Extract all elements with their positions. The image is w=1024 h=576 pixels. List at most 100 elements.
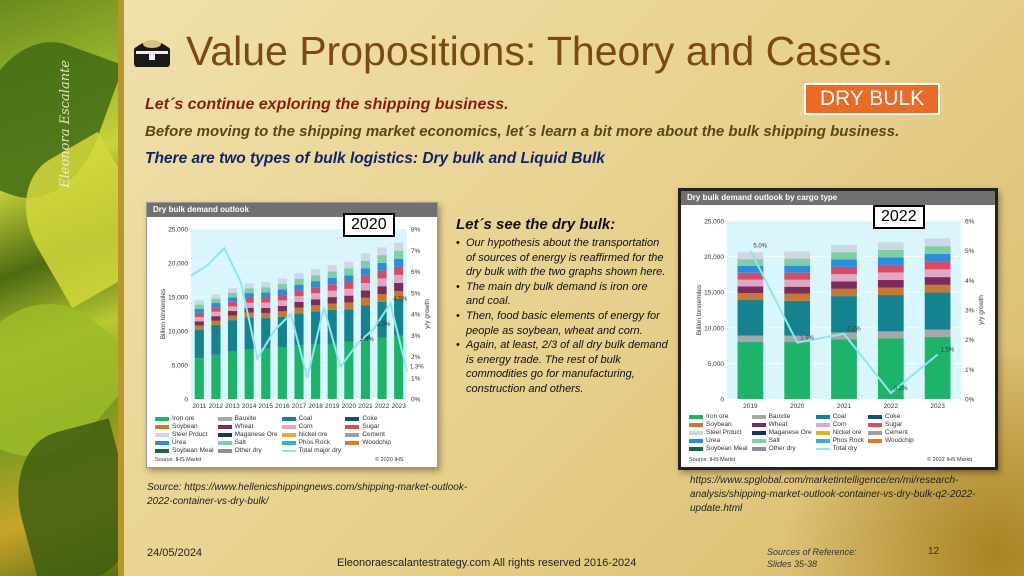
y2-tick-label: 8% [411, 227, 421, 234]
legend-item: Coke [345, 415, 391, 422]
growth-annotation: 1.3% [410, 364, 424, 370]
bar-segment [211, 294, 221, 299]
legend-label: Phos Rock [298, 439, 330, 446]
bar-segment [261, 292, 271, 298]
y-tick-label: 5,000 [708, 361, 725, 368]
y2-tick-label: 1% [965, 367, 975, 374]
bar-segment [377, 301, 387, 338]
bar-segment [831, 266, 857, 275]
growth-annotation: 0.2% [894, 386, 908, 392]
legend-swatch [751, 446, 766, 451]
legend-item: Coke [868, 413, 914, 420]
bar-segment [737, 259, 764, 266]
legend-swatch [815, 414, 830, 419]
bar-segment [211, 354, 221, 399]
y-axis-label: Billion tonnemiles [696, 284, 703, 335]
growth-annotation: 1.5% [941, 348, 955, 354]
bar-segment [211, 311, 221, 317]
bar-segment [261, 348, 271, 399]
legend-label: Soybean [706, 421, 732, 428]
bar-segment [360, 260, 371, 269]
legend-label: Sugar [362, 423, 380, 430]
bar-segment [831, 332, 857, 340]
bar-segment [924, 337, 951, 399]
bar-segment [194, 317, 204, 322]
legend-label: Wheat [768, 421, 788, 428]
context-line: Before moving to the shipping market eco… [145, 123, 900, 140]
y-axis-label: Billion tonnemiles [160, 288, 167, 339]
bar-segment [924, 284, 951, 293]
bullet-list: Our hypothesis about the transportation … [456, 236, 668, 397]
bar-segment [737, 279, 764, 287]
x-tick-label: 2021 [837, 403, 852, 410]
legend-swatch [345, 440, 360, 445]
legend-swatch [689, 422, 703, 427]
bar-segment [277, 316, 287, 348]
bar-segment [831, 244, 857, 253]
legend-swatch [155, 440, 169, 445]
source-link-2020[interactable]: Source: https://www.hellenicshippingnews… [147, 482, 468, 507]
bar-segment [194, 325, 204, 330]
legend-item: Iron ore [689, 413, 748, 420]
y2-tick-label: 3% [965, 308, 975, 315]
x-tick-label: 2022 [375, 403, 390, 410]
bar-segment [344, 275, 354, 283]
bar-segment [394, 242, 404, 251]
y2-tick-label: 2% [965, 337, 975, 344]
x-tick-label: 2015 [259, 403, 274, 410]
x-tick-label: 2014 [242, 403, 257, 410]
legend-item: Phos Rock [815, 437, 864, 444]
bar-segment [394, 290, 404, 300]
bar-segment [311, 344, 321, 399]
legend-swatch [217, 440, 232, 445]
bar-segment [784, 286, 811, 294]
legend-swatch [689, 430, 703, 435]
bar-segment [227, 297, 238, 302]
legend-item: Salt [217, 439, 278, 446]
bar-segment [227, 315, 238, 321]
legend-label: Other dry [768, 445, 796, 452]
y-tick-label: 15,000 [168, 295, 188, 302]
legend-label: Cement [885, 429, 908, 436]
bullet-item: Then, food basic elements of energy for … [456, 309, 668, 338]
legend-swatch [815, 447, 830, 450]
bar-segment [311, 287, 321, 294]
chart-copyright: © 2020 IHS [375, 457, 404, 463]
bar-segment [211, 298, 221, 304]
legend-item: Soybean [155, 423, 214, 430]
bar-segment [877, 264, 904, 273]
legend-label: Other dry [234, 447, 262, 454]
bar-segment [261, 287, 271, 293]
bar-segment [831, 296, 857, 333]
legend-swatch [155, 416, 169, 421]
bar-segment [877, 331, 904, 339]
legend-item: Total dry [815, 445, 864, 452]
year-tag: 2020 [343, 213, 395, 237]
legend-label: Maganese Ore [234, 431, 278, 438]
bar-segment [377, 262, 387, 271]
bar-segment [227, 310, 238, 316]
bar-segment [360, 268, 371, 276]
growth-line [749, 250, 939, 395]
bar-segment [377, 247, 387, 256]
source-link-2022[interactable]: https://www.spglobal.com/marketintellige… [690, 475, 976, 514]
bar-segment [344, 261, 354, 269]
bar-segment [244, 297, 254, 303]
chart-legend: Iron ore Bauxite Coal Coke Soybean Wheat Corn S… [155, 415, 391, 454]
bar-segment [394, 266, 404, 275]
bar-segment [360, 275, 371, 284]
y2-tick-label: 0% [965, 397, 975, 404]
bar-segment [327, 297, 337, 304]
legend-swatch [815, 438, 830, 443]
legend-item: Total major dry [281, 447, 341, 454]
legend-swatch [751, 414, 766, 419]
legend-label: Bauxite [768, 413, 791, 420]
footer-copyright: Eleonoraescalantestrategy.com All rights… [337, 557, 637, 569]
legend-swatch [281, 449, 296, 452]
bar-segment [311, 269, 321, 276]
x-tick-label: 2017 [292, 403, 307, 410]
legend-swatch [217, 416, 232, 421]
bar-segment [294, 345, 304, 399]
x-tick-label: 2016 [275, 403, 290, 410]
legend-label: Bauxite [234, 415, 257, 422]
